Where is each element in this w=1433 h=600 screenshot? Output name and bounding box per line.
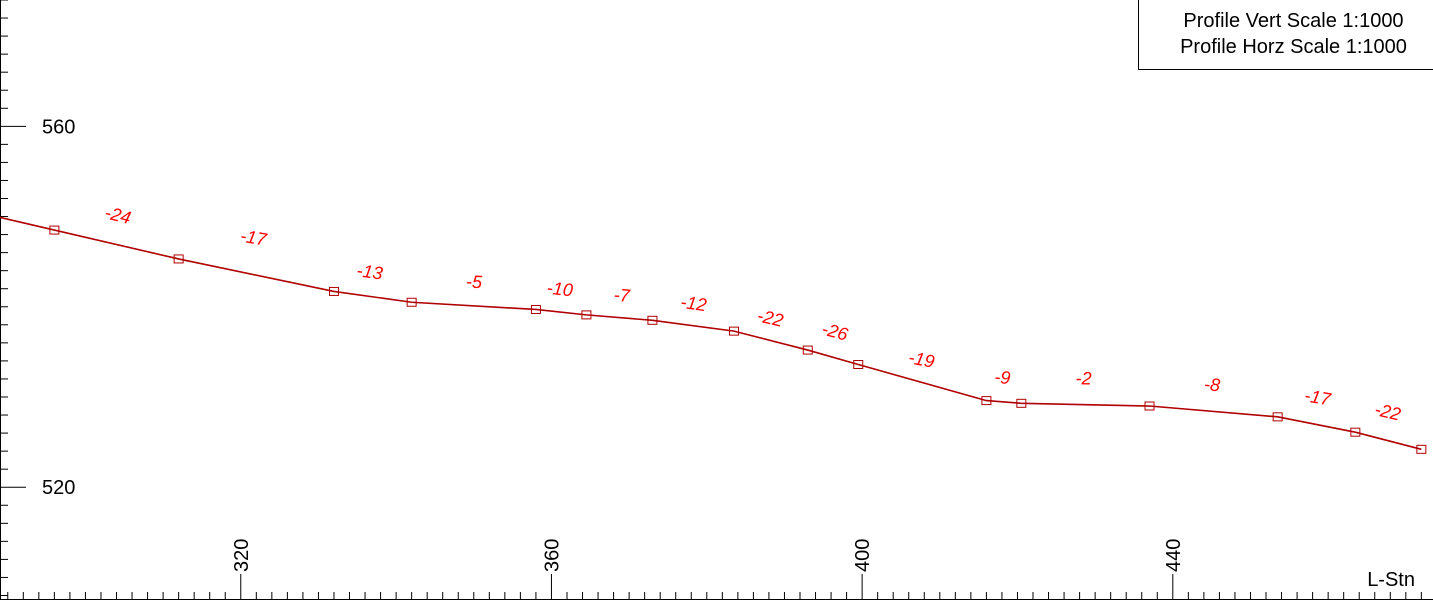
vertex-marker [1416,444,1427,454]
y-axis: 520 560 [0,0,75,600]
vertex-marker [328,286,339,296]
profile-series [0,216,1427,454]
x-tick-label: 320 [231,539,253,572]
y-tick-label: 560 [42,116,75,138]
vertex-marker [49,225,60,235]
vert-scale-text: Profile Vert Scale 1:1000 [1183,10,1404,32]
grade-label: -12 [679,292,708,315]
grade-label: -9 [994,367,1012,388]
x-axis: 320 360 400 440 [0,539,1433,600]
y-tick-label: 520 [42,477,75,499]
grade-label: -8 [1203,374,1221,395]
vertex-marker [1272,412,1283,422]
grade-label: -13 [355,260,384,283]
vertex-marker [647,315,658,325]
vertex-marker [981,396,992,406]
grade-label: -26 [820,319,851,345]
profile-line [0,216,1422,451]
vertex-marker [530,304,541,314]
grade-label: -19 [907,347,936,372]
grade-label: -22 [1373,399,1403,424]
grade-label: -7 [613,285,631,306]
grade-label: -10 [546,278,574,301]
grade-label: -17 [239,226,269,250]
vertex-marker [1016,398,1027,408]
vertex-marker [1144,401,1155,411]
x-tick-label: 440 [1163,539,1185,572]
horz-scale-text: Profile Horz Scale 1:1000 [1180,36,1407,58]
grade-label: -2 [1075,368,1091,388]
grade-label: -5 [466,271,484,292]
grade-label: -17 [1303,385,1333,409]
vertex-marker [1350,427,1361,437]
x-axis-label: L-Stn [1367,569,1415,591]
grade-labels: -24 -17 -13 -5 -10 -7 -12 -22 -26 -19 -9 -2 -8 -17 -22 [103,202,1403,424]
vertex-marker [853,360,864,370]
vertex-marker [173,254,184,264]
vertex-marker [728,326,739,336]
vertex-marker [802,345,813,355]
vertex-marker [406,297,417,307]
x-tick-label: 360 [541,539,563,572]
vertex-marker [581,310,592,320]
grade-label: -24 [103,202,133,228]
x-tick-label: 400 [852,539,874,572]
scale-legend: Profile Vert Scale 1:1000 Profile Horz S… [1138,0,1433,70]
grade-label: -22 [755,305,785,330]
